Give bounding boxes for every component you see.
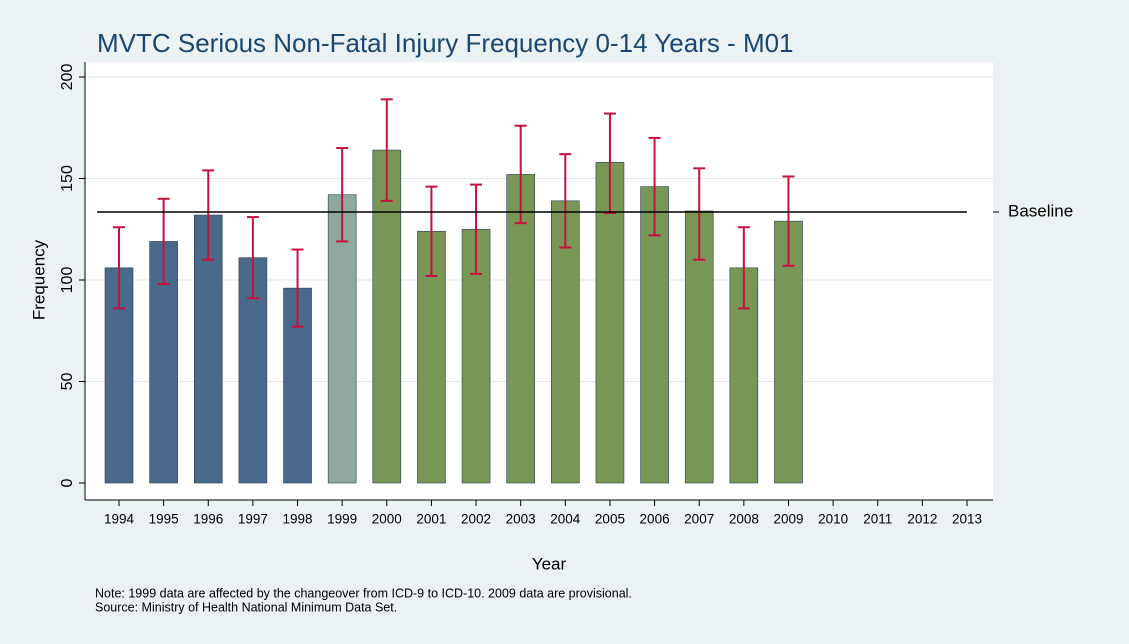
error-bar [559,153,572,249]
error-bar [157,197,170,286]
y-tick-label: 50 [59,373,76,391]
error-bar [425,185,438,277]
y-tick-label: 150 [59,165,76,192]
error-bar [336,147,349,243]
x-tick-label: 2005 [595,512,625,527]
x-tick-label: 1996 [193,512,223,527]
y-axis-label: Frequency [29,239,48,320]
x-tick-label: 2001 [416,512,446,527]
error-bar [693,167,706,261]
y-tick-label: 0 [59,478,76,487]
error-bar [470,183,483,275]
chart-title: MVTC Serious Non-Fatal Injury Frequency … [97,28,794,58]
error-bar [113,226,125,310]
error-bar [782,175,795,267]
note: Source: Ministry of Health National Mini… [95,600,397,614]
x-tick-label: 2008 [729,512,759,527]
bar [238,257,268,484]
error-bar [648,136,661,237]
x-tick-label: 2000 [372,512,402,527]
x-tick-label: 1997 [238,512,268,527]
error-bar [202,169,215,261]
error-bar [246,216,259,300]
bar [327,194,357,484]
x-tick-label: 2002 [461,512,491,527]
x-tick-label: 1998 [283,512,313,527]
y-tick-label: 200 [59,64,76,91]
x-tick-label: 2011 [863,512,892,527]
error-bar [380,98,393,202]
error-bar [514,124,527,225]
error-bar [603,112,616,215]
x-tick-label: 2006 [640,512,670,527]
plot-area [85,62,993,500]
x-tick-label: 1994 [104,512,135,527]
x-tick-label: 2004 [550,512,581,527]
bar [506,174,535,484]
x-tick-label: 2007 [684,512,714,527]
x-axis-label: Year [532,554,567,573]
x-tick-label: 2003 [506,512,536,527]
error-bar [737,226,750,310]
x-tick-label: 1999 [327,512,357,527]
note: Note: 1999 data are affected by the chan… [95,586,632,600]
error-bar [291,248,304,328]
x-tick-label: 2012 [907,512,937,527]
bar [595,161,625,484]
x-tick-label: 1995 [149,512,179,527]
x-tick-label: 2013 [952,512,982,527]
x-tick-label: 2010 [818,512,848,527]
baseline-label: Baseline [1008,201,1073,220]
bar [372,149,402,484]
x-tick-label: 2009 [773,512,803,527]
y-tick-label: 100 [59,267,76,294]
